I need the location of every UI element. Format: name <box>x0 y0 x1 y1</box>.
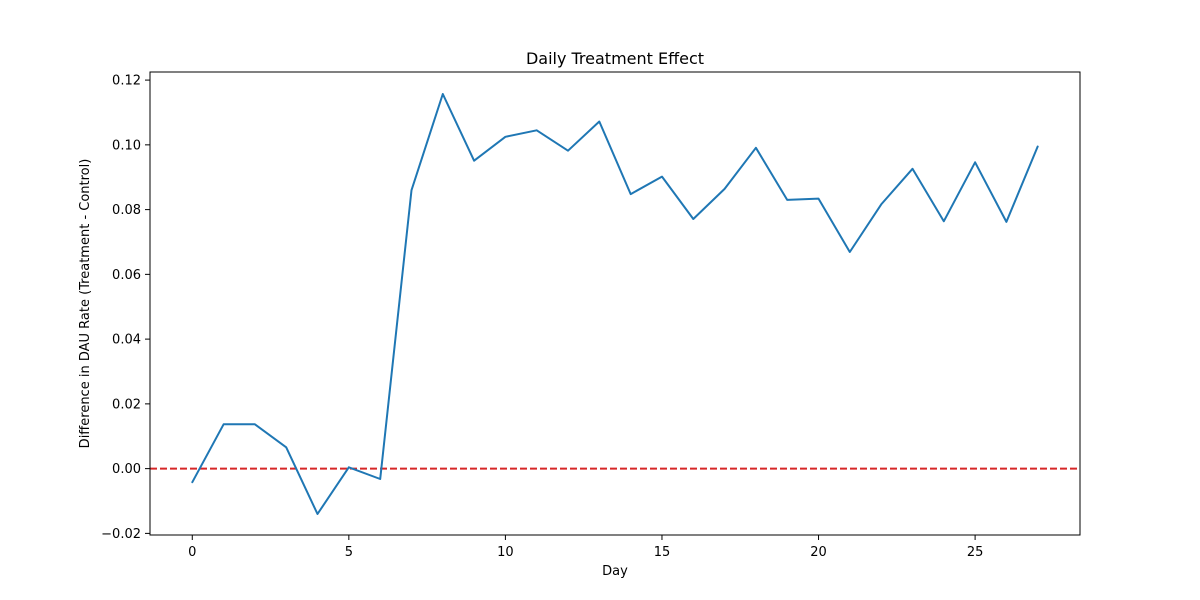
y-tick-label: 0.02 <box>112 397 141 412</box>
y-tick-label: 0.12 <box>112 74 141 89</box>
y-axis-title: Difference in DAU Rate (Treatment - Cont… <box>78 159 93 449</box>
y-tick-label: 0.06 <box>112 268 141 283</box>
y-tick-label: 0.04 <box>112 333 141 348</box>
x-axis-title: Day <box>602 564 628 579</box>
plot-content <box>150 93 1080 515</box>
x-tick-label: 5 <box>345 545 353 560</box>
y-tick-label: 0.00 <box>112 462 141 477</box>
x-tick-label: 25 <box>967 545 984 560</box>
x-tick-label: 0 <box>188 545 196 560</box>
treatment-effect-line <box>191 93 1039 515</box>
x-tick-label: 20 <box>810 545 827 560</box>
y-axis-ticks: −0.02 0.00 0.02 0.04 0.06 0.08 0.10 0.12 <box>101 74 150 542</box>
plot-frame <box>149 71 1081 536</box>
y-tick-label: 0.10 <box>112 138 141 153</box>
x-tick-label: 15 <box>654 545 671 560</box>
x-axis-ticks: 0 5 10 15 20 25 <box>188 535 983 560</box>
y-tick-label: 0.08 <box>112 203 141 218</box>
y-tick-label: −0.02 <box>101 527 141 542</box>
chart-title: Daily Treatment Effect <box>526 49 704 68</box>
x-tick-label: 10 <box>497 545 514 560</box>
